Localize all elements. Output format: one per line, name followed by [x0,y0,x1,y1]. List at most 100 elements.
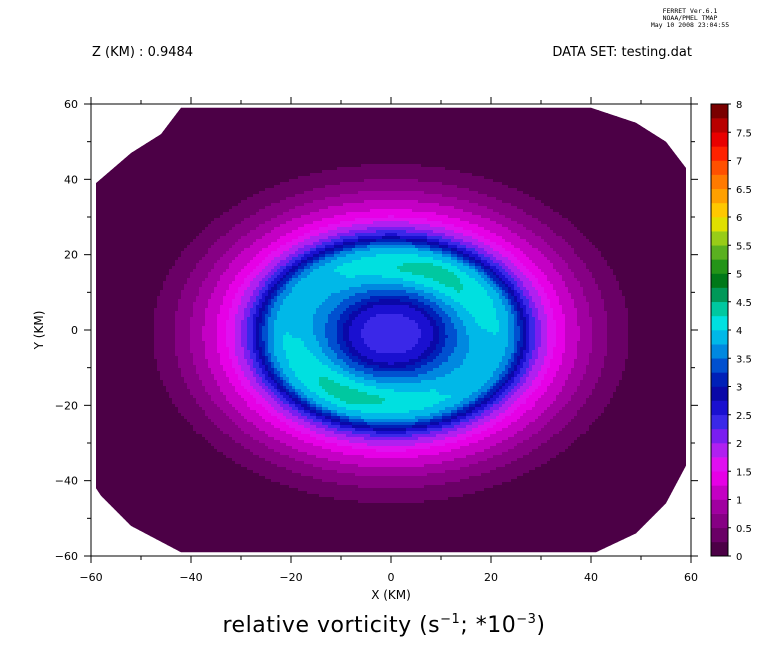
field-cell [184,284,203,288]
field-cell [517,347,521,351]
field-cell [238,305,248,309]
field-cell [565,284,581,288]
field-cell [388,362,395,366]
field-cell [301,272,311,276]
field-cell [331,419,341,423]
field-cell [271,389,278,393]
field-cell [214,446,245,450]
field-cell [256,332,260,336]
field-cell [340,314,350,318]
field-cell [262,305,266,309]
field-cell [442,236,455,240]
field-cell [295,194,341,198]
field-cell [490,230,512,234]
field-cell [496,314,509,318]
field-cell [502,224,524,228]
field-cell [556,371,572,375]
field-cell [364,455,419,459]
field-cell [328,338,338,342]
field-cell [256,410,269,414]
field-cell [493,425,509,429]
field-cell [325,434,347,438]
field-cell [364,419,419,423]
field-cell [235,293,245,297]
field-cell [526,380,533,384]
field-cell [514,287,521,291]
field-cell [292,278,302,282]
field-cell [505,410,515,414]
field-cell [187,383,203,387]
field-cell [214,218,245,222]
field-cell [439,353,452,357]
field-cell [502,245,515,249]
field-cell [505,248,521,252]
field-cell [316,392,329,396]
field-cell [412,434,437,438]
field-cell [241,326,248,330]
field-cell [514,380,521,384]
field-cell [505,365,512,369]
field-cell [454,272,467,276]
title-suffix: ) [536,613,546,638]
field-cell [538,278,548,282]
field-cell [286,353,314,357]
field-cell [535,320,542,324]
x-tick-label: 40 [584,571,598,584]
field-cell [265,317,269,321]
field-cell [253,365,260,369]
field-cell [262,347,266,351]
field-cell [514,410,527,414]
field-cell [280,365,290,369]
field-cell [523,191,686,195]
field-cell [367,308,416,312]
field-cell [301,401,308,405]
field-cell [96,305,158,309]
field-cell [562,257,581,261]
field-cell [520,302,524,306]
field-cell [280,389,287,393]
colorbar-cell [711,344,728,359]
field-cell [262,362,266,366]
field-cell [508,407,518,411]
colorbar-cell [711,245,728,260]
field-cell [601,371,623,375]
field-cell [307,401,311,405]
field-cell [466,455,494,459]
field-cell [313,326,326,330]
field-cell [523,224,548,228]
field-cell [283,212,311,216]
field-cell [96,152,686,156]
field-cell [460,242,473,246]
field-cell [232,299,242,303]
field-cell [304,269,314,273]
field-cell [430,413,443,417]
field-cell [280,245,293,249]
field-cell [178,362,194,366]
field-cell [535,302,542,306]
field-cell [556,395,572,399]
field-cell [205,317,218,321]
field-cell [550,458,686,462]
field-cell [424,290,440,294]
colorbar-cell [711,386,728,401]
field-cell [418,200,470,204]
field-cell [280,236,299,240]
field-cell [361,305,374,309]
field-cell [373,221,410,225]
field-cell [520,287,527,291]
field-cell [96,185,275,189]
field-cell [469,260,476,264]
vorticity-field [96,107,686,553]
field-cell [256,254,269,258]
field-cell [466,353,506,357]
field-cell [577,347,593,351]
field-cell [574,305,590,309]
field-cell [595,419,686,423]
field-cell [436,389,479,393]
field-cell [301,278,404,282]
field-cell [256,398,266,402]
field-cell [523,341,527,345]
field-cell [96,296,158,300]
field-cell [328,314,341,318]
field-cell [463,404,470,408]
